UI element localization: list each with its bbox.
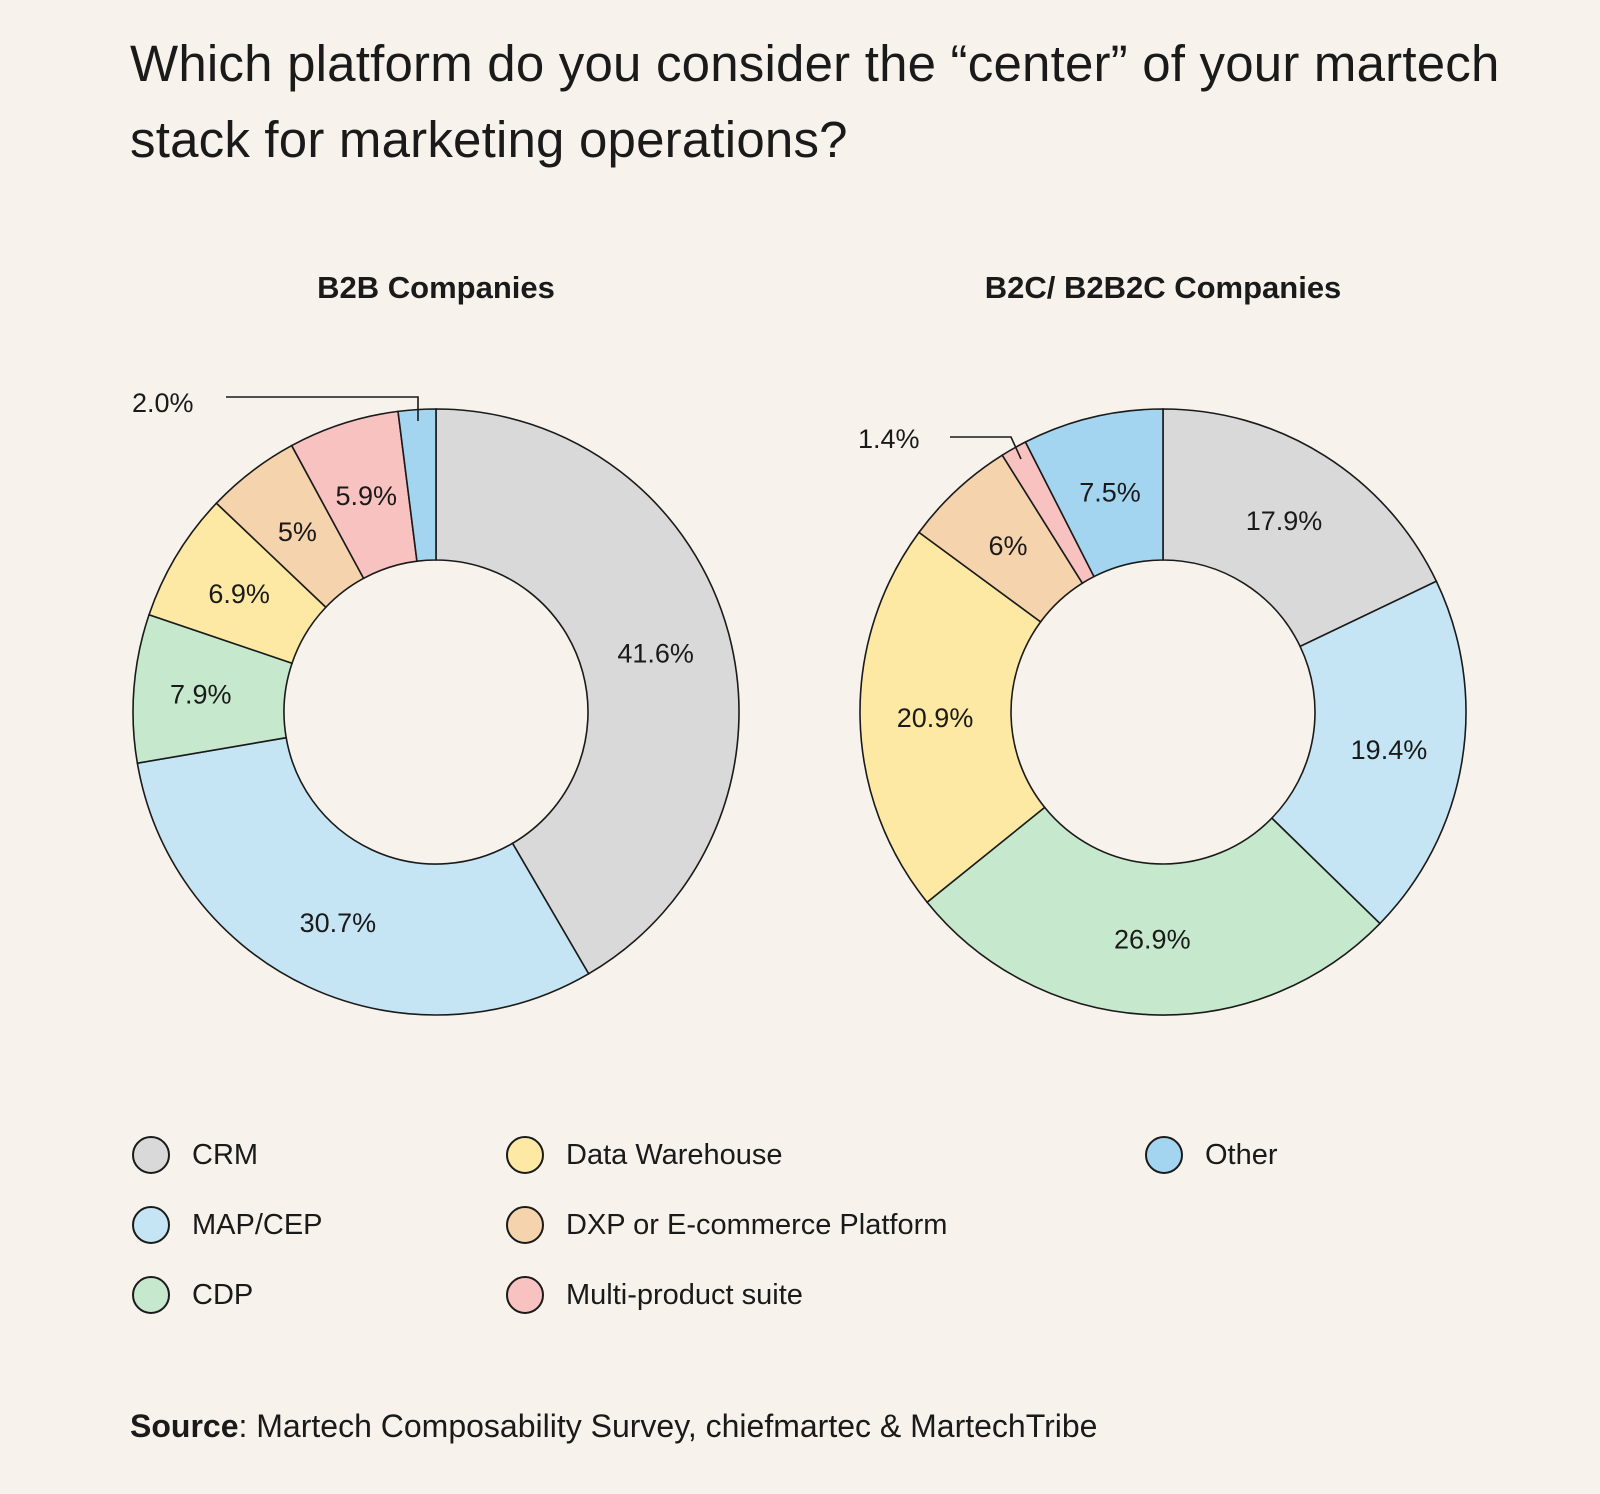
- slice-data-warehouse: [859, 531, 1046, 904]
- data-label-multi-product-suite: 5.9%: [335, 481, 397, 511]
- data-label-crm: 17.9%: [1246, 506, 1323, 536]
- data-label-data-warehouse: 6.9%: [208, 579, 270, 609]
- legend-item-data-warehouse: Data Warehouse: [506, 1136, 783, 1174]
- slice-crm: [435, 408, 740, 975]
- legend-swatch-crm: [132, 1136, 170, 1174]
- chart-subtitle: B2C/ B2B2C Companies: [985, 270, 1342, 305]
- legend-label-cdp: CDP: [192, 1278, 254, 1311]
- data-label-dxp-or-e-commerce-platform: 6%: [988, 531, 1027, 561]
- legend-item-dxp: DXP or E-commerce Platform: [506, 1206, 947, 1244]
- source-label: Source: [130, 1408, 239, 1444]
- slice-other: [397, 408, 437, 563]
- legend-item-other: Other: [1145, 1136, 1278, 1174]
- callout-line-multi-product-suite: [950, 436, 1022, 460]
- legend-swatch-map-cep: [132, 1206, 170, 1244]
- slice-map-cep: [1270, 580, 1467, 925]
- legend-swatch-cdp: [132, 1276, 170, 1314]
- chart-title: Which platform do you consider the “cent…: [130, 35, 1500, 168]
- legend-label-data-warehouse: Data Warehouse: [566, 1138, 783, 1171]
- legend-item-multi-product-suite: Multi-product suite: [506, 1276, 803, 1314]
- slice-crm: [1162, 408, 1438, 648]
- legend-label-multi-product-suite: Multi-product suite: [566, 1278, 803, 1311]
- legend-swatch-multi-product-suite: [506, 1276, 544, 1314]
- data-label-crm: 41.6%: [617, 639, 694, 669]
- data-label-other: 7.5%: [1079, 477, 1141, 507]
- data-label-map-cep: 19.4%: [1351, 735, 1428, 765]
- callout-label-multi-product-suite: 1.4%: [858, 424, 920, 454]
- data-label-cdp: 26.9%: [1114, 925, 1191, 955]
- callout-line-other: [226, 396, 419, 421]
- legend-item-crm: CRM: [132, 1136, 258, 1174]
- donut-chart-1: B2B Companies 41.6% 30.7% 7.9% 6.9% 5% 5.9% 2.0…: [132, 270, 740, 1016]
- donut-chart-2: B2C/ B2B2C Companies 17.9% 19.4% 26.9% 20.9%…: [858, 270, 1467, 1016]
- chart-subtitle: B2B Companies: [317, 270, 555, 305]
- legend-label-dxp: DXP or E-commerce Platform: [566, 1208, 948, 1241]
- legend-label-crm: CRM: [192, 1138, 259, 1171]
- legend-item-cdp: CDP: [132, 1276, 253, 1314]
- callout-label-other: 2.0%: [132, 388, 194, 418]
- legend-label-map-cep: MAP/CEP: [192, 1208, 323, 1241]
- slice-other: [1024, 408, 1164, 578]
- legend-swatch-dxp: [506, 1206, 544, 1244]
- source-note: Source: Martech Composability Survey, ch…: [130, 1408, 1097, 1445]
- legend-label-other: Other: [1205, 1138, 1278, 1171]
- legend-swatch-data-warehouse: [506, 1136, 544, 1174]
- slice-map-cep: [136, 736, 590, 1016]
- data-label-data-warehouse: 20.9%: [897, 703, 974, 733]
- data-label-cdp: 7.9%: [170, 679, 232, 709]
- donut-charts: B2B Companies 41.6% 30.7% 7.9% 6.9% 5% 5.9% 2.0…: [132, 270, 1467, 1016]
- data-label-dxp-or-e-commerce-platform: 5%: [278, 517, 317, 547]
- source-text: : Martech Composability Survey, chiefmar…: [238, 1408, 1098, 1444]
- legend-swatch-other: [1145, 1136, 1183, 1174]
- legend-item-map-cep: MAP/CEP: [132, 1206, 323, 1244]
- data-label-map-cep: 30.7%: [300, 908, 377, 938]
- slice-cdp: [926, 806, 1382, 1016]
